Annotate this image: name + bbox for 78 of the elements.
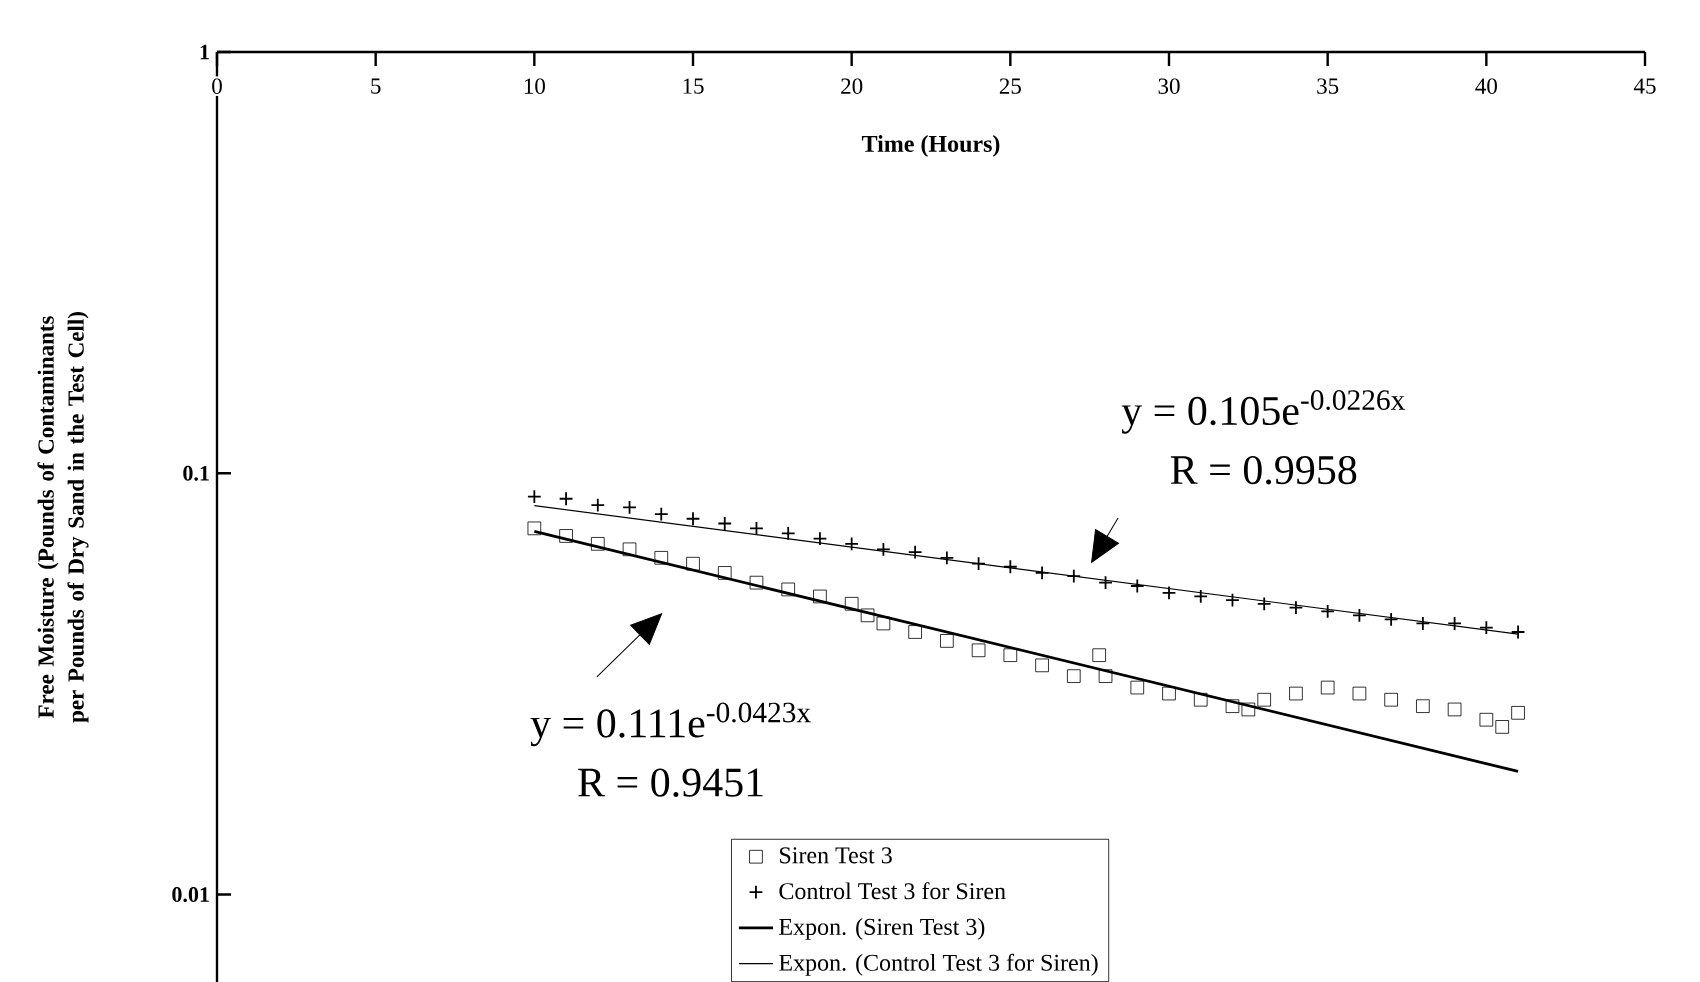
annotation: R = 0.9451 (578, 768, 763, 797)
point (1384, 692, 1398, 707)
annotation: y = 0.111e$^{-0.0423x}$ (530, 702, 811, 747)
point (971, 643, 986, 658)
point (527, 490, 541, 504)
legend-label: Expon. (Siren Test 3) (779, 918, 985, 940)
legend-label: Siren Test 3 (780, 847, 892, 864)
point (591, 498, 605, 512)
point (1495, 720, 1509, 734)
x-tick-label: 25 (999, 78, 1021, 94)
point (1130, 680, 1145, 695)
point (1003, 560, 1017, 574)
point (1257, 597, 1271, 611)
point (1416, 699, 1430, 713)
point (1225, 699, 1240, 713)
point (527, 521, 542, 536)
point (1035, 566, 1049, 580)
point (717, 566, 732, 580)
point (1511, 625, 1525, 639)
point (1289, 686, 1303, 701)
x-tick-label: 20 (841, 78, 863, 94)
point (686, 512, 700, 526)
x-tick-label: 15 (683, 78, 704, 94)
legend-label: Expon. (Control Test 3 for Siren) (779, 953, 1098, 976)
x-tick-label: 45 (1633, 78, 1656, 94)
point (1003, 648, 1018, 662)
point (972, 557, 985, 571)
point (781, 582, 796, 597)
point (622, 542, 637, 557)
point (1320, 680, 1335, 695)
point (1067, 669, 1081, 683)
point (940, 551, 954, 565)
x-tick-label: 5 (371, 78, 381, 94)
point (749, 575, 764, 590)
point (559, 529, 573, 543)
point (813, 589, 827, 604)
point (1092, 648, 1106, 662)
annotation: R = 0.9958 (1170, 455, 1357, 485)
point (1193, 692, 1208, 707)
point (1257, 692, 1272, 707)
point (1162, 686, 1176, 701)
point (654, 551, 669, 565)
point (1241, 702, 1256, 717)
point (1162, 586, 1176, 600)
y-tick-label: 0.01 (172, 887, 209, 903)
point (1447, 702, 1462, 717)
point (591, 537, 605, 551)
point (1098, 669, 1113, 683)
x-tick-label: 10 (524, 78, 545, 94)
point (1479, 712, 1494, 727)
point (845, 537, 859, 551)
point (860, 608, 875, 623)
point (686, 556, 700, 571)
point (1035, 658, 1049, 673)
x-tick-label: 40 (1475, 78, 1497, 94)
point (1130, 579, 1144, 593)
point (908, 545, 922, 559)
y-tick-label: 1 (200, 44, 209, 60)
y-tick-label: 0.1 (183, 465, 209, 481)
point (844, 596, 859, 611)
point (1384, 612, 1398, 626)
legend-label: Control Test 3 for Siren (779, 882, 1006, 900)
annotation: y = 0.105e$^{-0.0226x}$ (1121, 390, 1405, 434)
point (940, 634, 954, 648)
point (908, 625, 922, 639)
point (654, 507, 668, 521)
point (1352, 686, 1367, 701)
point (1067, 569, 1081, 583)
x-tick-label: 30 (1158, 78, 1180, 94)
point (781, 527, 795, 540)
point (876, 616, 891, 631)
y-axis-title: Free Moisture (Pounds of Contaminants per Pounds of Dry Sand in the Test Cell) (37, 312, 89, 723)
x-tick-label: 0 (212, 78, 222, 94)
point (559, 492, 573, 506)
x-tick-label: 35 (1317, 78, 1339, 94)
point (1511, 706, 1525, 720)
point (1479, 621, 1493, 635)
x-axis-title: Time (Hours) (861, 135, 1000, 157)
